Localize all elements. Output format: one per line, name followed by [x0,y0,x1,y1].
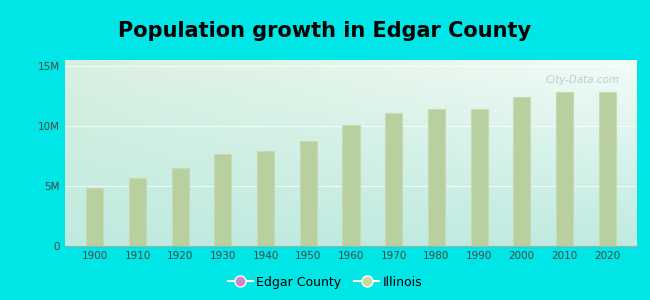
Bar [599,92,616,246]
Bar [300,142,317,246]
Bar [343,125,359,246]
Bar [471,109,488,246]
Bar [172,168,188,246]
Text: City-Data.com: City-Data.com [546,75,620,85]
Bar [257,151,274,246]
Bar [428,109,445,246]
Bar [556,92,573,246]
Legend: Edgar County, Illinois: Edgar County, Illinois [222,271,428,294]
Bar [514,97,530,246]
Bar [385,112,402,246]
Bar [129,178,146,246]
Bar [86,188,103,246]
Text: Population growth in Edgar County: Population growth in Edgar County [118,21,532,41]
Bar [214,154,231,246]
